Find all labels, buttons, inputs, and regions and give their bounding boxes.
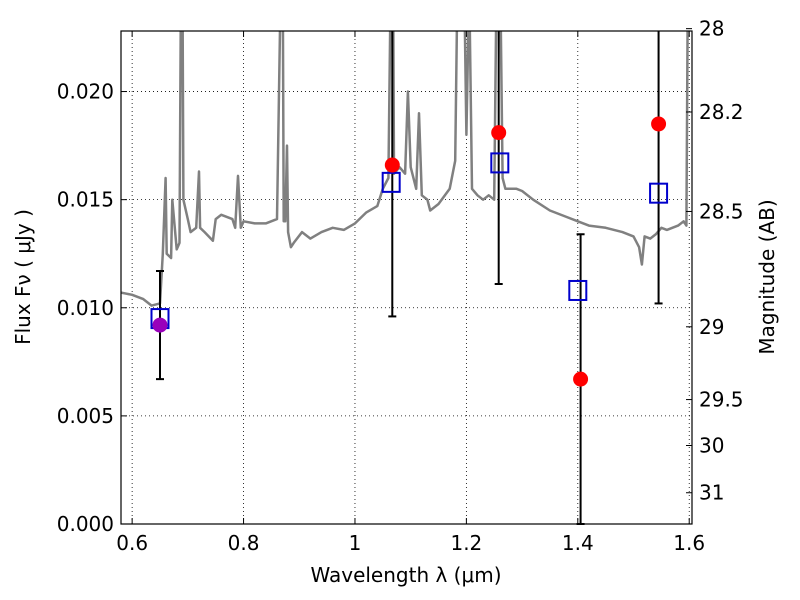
observed-flux-point <box>384 157 400 173</box>
x-tick-label: 1.2 <box>450 531 482 555</box>
observed-flux-point <box>152 317 168 333</box>
y2-tick-label: 28 <box>699 17 724 41</box>
sed-line <box>121 31 689 307</box>
observed-flux-point <box>651 116 667 132</box>
x-axis-label: Wavelength λ (μm) <box>310 563 501 587</box>
x-tick-label: 0.6 <box>116 531 148 555</box>
x-tick-label: 1.4 <box>562 531 594 555</box>
x-tick-label: 1 <box>349 531 362 555</box>
y-tick-label: 0.005 <box>57 404 114 428</box>
model-photometry-square <box>490 152 510 174</box>
y-tick-label: 0.020 <box>57 80 114 104</box>
y-axis-label: Flux Fν ( μJy ) <box>11 209 35 345</box>
y2-tick-label: 31 <box>699 481 724 505</box>
observed-flux-point <box>491 125 507 141</box>
x-tick-label: 1.6 <box>673 531 705 555</box>
marker-layer <box>150 31 669 525</box>
x-tick-label: 0.8 <box>228 531 260 555</box>
y2-tick-label: 29.5 <box>699 388 744 412</box>
y2-tick-label: 30 <box>699 433 724 457</box>
y-tick-label: 0.015 <box>57 188 114 212</box>
y2-axis-label: Magnitude (AB) <box>755 199 779 354</box>
model-photometry-square <box>381 171 401 193</box>
y2-tick-label: 29 <box>699 315 724 339</box>
y2-tick-label: 28.2 <box>699 100 744 124</box>
y2-tick-label: 28.5 <box>699 199 744 223</box>
y-tick-label: 0.000 <box>57 512 114 536</box>
tick-layer: 0.6 0.8 1 1.2 1.4 1.6 0.000 0.005 0.010 0.015 0.02… <box>57 17 744 555</box>
model-photometry-square <box>649 182 669 204</box>
plot-frame <box>120 30 693 525</box>
model-photometry-square <box>568 279 588 301</box>
y-tick-label: 0.010 <box>57 296 114 320</box>
observed-flux-point <box>573 371 589 387</box>
sed-line-layer <box>121 31 689 307</box>
